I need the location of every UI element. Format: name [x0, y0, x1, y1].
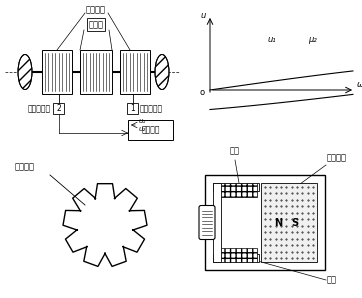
Bar: [213, 183, 221, 262]
Text: 线圈: 线圈: [230, 146, 240, 155]
Text: N: N: [274, 218, 282, 227]
Text: μ₂: μ₂: [308, 35, 317, 44]
Text: u₁: u₁: [139, 118, 146, 124]
Text: u₁: u₁: [268, 35, 277, 44]
Text: o: o: [200, 88, 205, 97]
Bar: [127, 103, 138, 114]
Ellipse shape: [18, 55, 32, 89]
Text: 齿形圆盘: 齿形圆盘: [15, 162, 35, 171]
Text: 永久磁铁: 永久磁铁: [327, 153, 347, 162]
Text: 齿形圆盘: 齿形圆盘: [86, 5, 106, 14]
Bar: [42, 50, 72, 94]
Bar: [261, 183, 317, 262]
Ellipse shape: [155, 55, 169, 89]
Text: 磁电传感器: 磁电传感器: [28, 104, 51, 113]
Text: S: S: [291, 218, 298, 227]
Text: 2: 2: [56, 104, 61, 113]
FancyBboxPatch shape: [199, 206, 215, 240]
Text: u₂: u₂: [139, 126, 146, 132]
Text: 磁电传感器: 磁电传感器: [140, 104, 163, 113]
Text: 铁芯: 铁芯: [327, 275, 337, 284]
Text: 测量仪表: 测量仪表: [141, 125, 160, 134]
Bar: [205, 175, 325, 270]
Bar: [221, 183, 257, 197]
Bar: [80, 50, 112, 94]
Text: ωt: ωt: [357, 80, 362, 89]
Bar: [213, 254, 259, 262]
Bar: [120, 50, 150, 94]
Text: u: u: [201, 11, 206, 20]
Bar: [221, 248, 257, 262]
Bar: [53, 103, 64, 114]
Text: 1: 1: [130, 104, 135, 113]
Bar: [128, 120, 173, 140]
Text: 扭转轴: 扭转轴: [88, 20, 104, 29]
Bar: [213, 183, 259, 191]
